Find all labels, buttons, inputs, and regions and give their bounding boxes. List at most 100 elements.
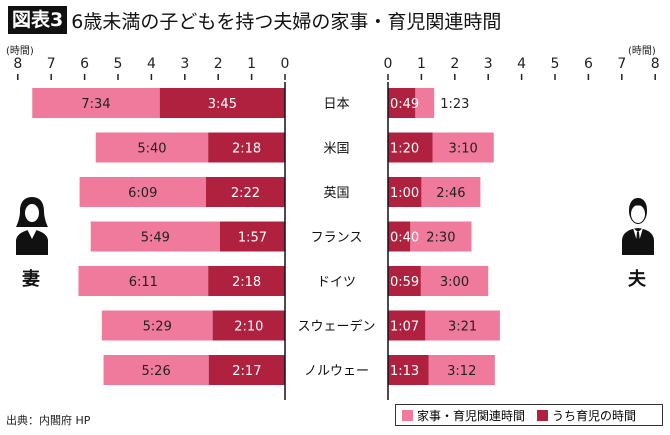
husband-total-bar (428, 355, 495, 385)
country-label: ドイツ (317, 275, 356, 290)
legend-swatch-total (402, 409, 413, 421)
left-unit-label: (時間) (6, 46, 34, 57)
husband-childcare-bar (388, 132, 433, 163)
man-icon (622, 198, 654, 255)
husband-childcare-bar (388, 266, 421, 296)
right-tick-label: 7 (617, 56, 626, 72)
wife-total-bar (32, 88, 160, 118)
wife-total-label: 5:40 (137, 142, 166, 157)
legend-item-childcare: うち育児の時間 (537, 407, 636, 424)
wife-label: 妻 (22, 269, 40, 290)
husband-label: 夫 (628, 269, 646, 290)
wife-childcare-bar (212, 310, 285, 341)
wife-childcare-bar (208, 355, 285, 385)
source-note: 出典：内閣府 HP (6, 414, 91, 427)
husband-total-bar (425, 310, 500, 341)
legend-swatch-childcare (537, 409, 549, 421)
left-tick-label: 8 (13, 56, 22, 72)
husband-total-label: 3:00 (440, 275, 469, 290)
wife-total-bar (101, 310, 213, 341)
husband-childcare-label: 1:07 (390, 320, 419, 335)
wife-total-label: 5:49 (141, 231, 170, 246)
wife-total-bar (79, 177, 206, 207)
wife-childcare-bar (208, 132, 285, 163)
husband-total-bar (432, 132, 494, 163)
right-tick-label: 0 (384, 56, 393, 72)
husband-total-bar (420, 266, 489, 296)
left-tick-label: 6 (80, 56, 89, 72)
husband-childcare-label: 0:59 (390, 275, 419, 290)
husband-total-bar (421, 177, 481, 207)
wife-childcare-label: 3:45 (208, 97, 237, 112)
country-label: 英国 (323, 186, 349, 201)
left-tick-label: 5 (114, 56, 123, 72)
husband-total-label: 2:46 (436, 186, 465, 201)
left-tick-label: 4 (147, 56, 156, 72)
husband-childcare-label: 1:00 (390, 186, 419, 201)
country-label: 日本 (323, 97, 349, 112)
wife-total-label: 5:26 (142, 364, 171, 379)
wife-childcare-bar (205, 177, 285, 207)
right-tick-label: 4 (517, 56, 526, 72)
wife-total-label: 5:29 (143, 320, 172, 335)
figure-badge: 図表3 (8, 6, 68, 34)
legend-item-total: 家事・育児関連時間 (402, 407, 525, 424)
husband-childcare-bar (388, 355, 429, 385)
wife-childcare-label: 2:22 (231, 186, 260, 201)
left-tick-label: 1 (247, 56, 256, 72)
husband-total-label: 3:21 (448, 320, 477, 335)
wife-childcare-label: 2:18 (232, 142, 261, 157)
country-label: スウェーデン (297, 319, 375, 335)
butterfly-chart: 0 0 1 1 2 2 3 3 4 4 5 5 6 6 7 7 8 8 7:34 3:45 日本 0:49 1:23 5:40… (13, 56, 660, 400)
husband-total-label: 3:10 (449, 142, 478, 157)
husband-childcare-bar (388, 88, 416, 118)
husband-childcare-label: 1:20 (390, 142, 419, 157)
wife-childcare-label: 2:17 (232, 364, 261, 379)
husband-total-label: 3:12 (447, 364, 476, 379)
right-unit-label: (時間) (628, 46, 656, 57)
wife-total-bar (78, 266, 209, 296)
wife-childcare-bar (219, 221, 285, 252)
husband-childcare-label: 1:13 (390, 364, 419, 379)
country-label: フランス (311, 231, 363, 246)
husband-total-bar (415, 88, 435, 118)
right-tick-label: 2 (450, 56, 459, 72)
left-tick-label: 0 (281, 56, 290, 72)
husband-childcare-bar (388, 177, 422, 207)
wife-childcare-label: 2:10 (234, 320, 263, 335)
chart-title: 図表3 6歳未満の子どもを持つ夫婦の家事・育児関連時間 (8, 6, 501, 34)
wife-total-bar (103, 355, 209, 385)
wife-total-bar (95, 132, 209, 163)
left-tick-label: 7 (47, 56, 56, 72)
title-text: 6歳未満の子どもを持つ夫婦の家事・育児関連時間 (71, 10, 502, 33)
husband-childcare-label: 0:40 (390, 231, 419, 246)
wife-total-label: 7:34 (81, 97, 110, 112)
husband-total-label: 1:23 (440, 97, 469, 112)
right-tick-label: 6 (584, 56, 593, 72)
right-tick-label: 8 (651, 56, 660, 72)
legend-label: 家事・育児関連時間 (417, 408, 526, 423)
right-tick-label: 3 (484, 56, 493, 72)
left-tick-label: 3 (180, 56, 189, 72)
wife-total-bar (90, 221, 220, 252)
legend: 家事・育児関連時間 うち育児の時間 (395, 404, 663, 426)
country-label: ノルウェー (304, 364, 369, 379)
husband-childcare-bar (388, 310, 426, 341)
legend-label: うち育児の時間 (552, 408, 637, 423)
husband-total-bar (410, 221, 472, 252)
country-label: 米国 (323, 142, 349, 157)
wife-childcare-label: 2:18 (232, 275, 261, 290)
woman-icon (16, 197, 48, 255)
wife-childcare-bar (208, 266, 285, 296)
wife-total-label: 6:09 (128, 186, 157, 201)
left-tick-label: 2 (214, 56, 223, 72)
wife-childcare-label: 1:57 (238, 231, 267, 246)
wife-total-label: 6:11 (129, 275, 158, 290)
husband-childcare-bar (388, 221, 411, 252)
right-tick-label: 5 (551, 56, 560, 72)
right-tick-label: 1 (417, 56, 426, 72)
husband-childcare-label: 0:49 (390, 97, 419, 112)
husband-total-label: 2:30 (426, 231, 455, 246)
wife-childcare-bar (159, 88, 285, 118)
